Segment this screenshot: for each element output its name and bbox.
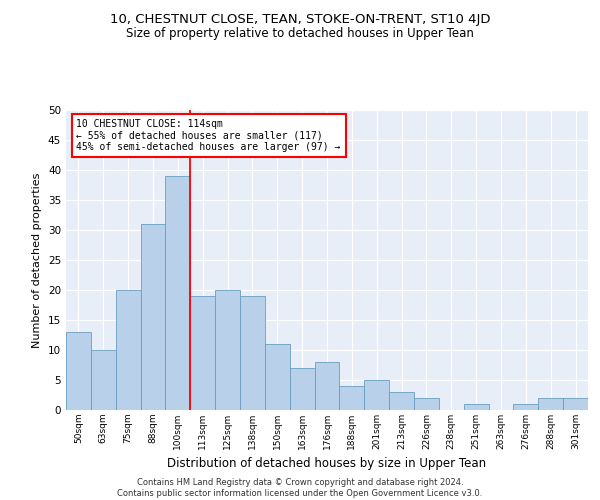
Bar [116, 290, 140, 410]
Bar [190, 296, 215, 410]
Bar [66, 332, 91, 410]
Bar [215, 290, 240, 410]
Bar [240, 296, 265, 410]
Y-axis label: Number of detached properties: Number of detached properties [32, 172, 43, 348]
Bar [290, 368, 314, 410]
Bar [166, 176, 190, 410]
Bar [464, 404, 488, 410]
Bar [91, 350, 116, 410]
Bar [140, 224, 166, 410]
Bar [538, 398, 563, 410]
Bar [314, 362, 340, 410]
Text: Contains HM Land Registry data © Crown copyright and database right 2024.
Contai: Contains HM Land Registry data © Crown c… [118, 478, 482, 498]
Bar [265, 344, 290, 410]
Bar [389, 392, 414, 410]
Bar [414, 398, 439, 410]
Bar [340, 386, 364, 410]
Bar [514, 404, 538, 410]
Text: Size of property relative to detached houses in Upper Tean: Size of property relative to detached ho… [126, 28, 474, 40]
Text: 10 CHESTNUT CLOSE: 114sqm
← 55% of detached houses are smaller (117)
45% of semi: 10 CHESTNUT CLOSE: 114sqm ← 55% of detac… [76, 119, 341, 152]
X-axis label: Distribution of detached houses by size in Upper Tean: Distribution of detached houses by size … [167, 458, 487, 470]
Bar [364, 380, 389, 410]
Text: 10, CHESTNUT CLOSE, TEAN, STOKE-ON-TRENT, ST10 4JD: 10, CHESTNUT CLOSE, TEAN, STOKE-ON-TRENT… [110, 12, 490, 26]
Bar [563, 398, 588, 410]
